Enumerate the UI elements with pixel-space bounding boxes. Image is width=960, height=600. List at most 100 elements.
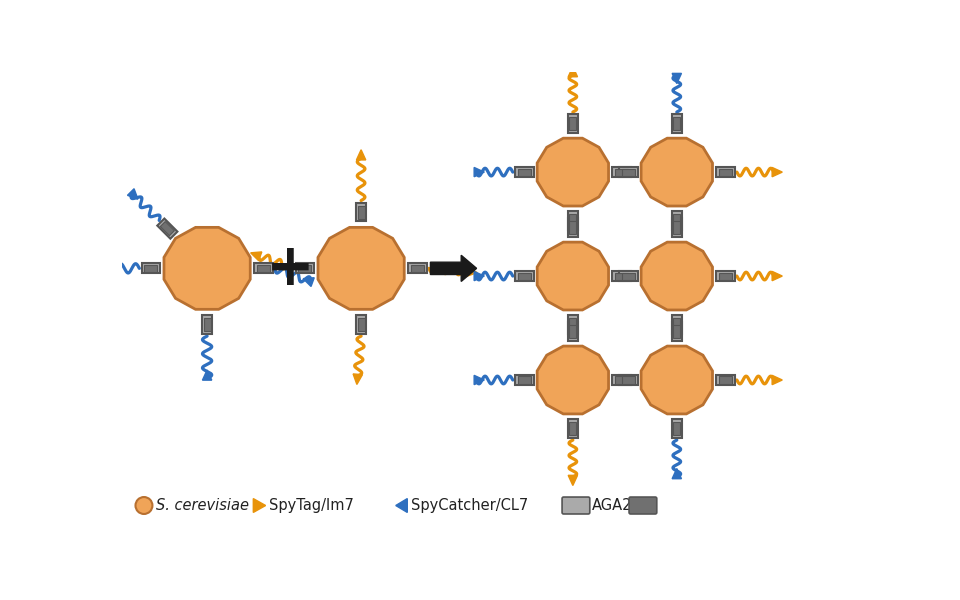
Polygon shape — [672, 419, 682, 438]
Polygon shape — [612, 167, 631, 177]
Polygon shape — [303, 278, 314, 286]
Polygon shape — [144, 265, 157, 272]
Polygon shape — [619, 271, 637, 281]
Polygon shape — [672, 218, 682, 237]
Polygon shape — [160, 221, 175, 236]
Polygon shape — [357, 206, 365, 218]
Polygon shape — [253, 499, 266, 512]
Polygon shape — [517, 169, 531, 176]
Polygon shape — [474, 167, 484, 177]
Polygon shape — [673, 214, 681, 227]
Polygon shape — [641, 242, 712, 310]
Polygon shape — [538, 138, 609, 206]
Polygon shape — [612, 375, 631, 385]
Polygon shape — [612, 271, 631, 281]
Text: SpyTag/Im7: SpyTag/Im7 — [269, 498, 353, 513]
Polygon shape — [568, 475, 578, 485]
Polygon shape — [411, 265, 423, 272]
Polygon shape — [203, 370, 212, 380]
Polygon shape — [204, 318, 210, 331]
Polygon shape — [672, 469, 682, 479]
Polygon shape — [719, 169, 732, 176]
Polygon shape — [569, 325, 576, 338]
Polygon shape — [673, 117, 681, 130]
Polygon shape — [474, 271, 484, 281]
Polygon shape — [719, 376, 732, 383]
Polygon shape — [353, 374, 362, 385]
Polygon shape — [568, 67, 578, 77]
Polygon shape — [772, 376, 782, 385]
Polygon shape — [672, 211, 682, 230]
Polygon shape — [672, 73, 682, 83]
Polygon shape — [569, 221, 576, 234]
Polygon shape — [356, 316, 366, 334]
Polygon shape — [672, 322, 682, 341]
Circle shape — [135, 497, 153, 514]
FancyArrow shape — [430, 255, 476, 281]
Polygon shape — [516, 167, 534, 177]
Polygon shape — [673, 325, 681, 338]
Polygon shape — [516, 375, 534, 385]
Polygon shape — [716, 271, 734, 281]
Polygon shape — [318, 227, 404, 310]
Text: +: + — [266, 240, 315, 297]
Polygon shape — [569, 318, 576, 331]
Polygon shape — [719, 272, 732, 280]
Polygon shape — [203, 316, 212, 334]
Polygon shape — [568, 115, 578, 133]
Polygon shape — [93, 263, 103, 273]
Polygon shape — [716, 375, 734, 385]
Polygon shape — [569, 117, 576, 130]
Polygon shape — [296, 263, 314, 274]
Polygon shape — [538, 346, 609, 414]
Polygon shape — [641, 346, 712, 414]
FancyBboxPatch shape — [629, 497, 657, 514]
FancyBboxPatch shape — [562, 497, 589, 514]
Polygon shape — [716, 167, 734, 177]
Polygon shape — [356, 150, 366, 160]
Polygon shape — [673, 318, 681, 331]
Polygon shape — [251, 252, 262, 260]
Polygon shape — [772, 167, 782, 177]
Polygon shape — [357, 318, 365, 331]
Polygon shape — [517, 272, 531, 280]
Polygon shape — [619, 167, 637, 177]
Polygon shape — [615, 169, 628, 176]
Polygon shape — [673, 221, 681, 234]
Polygon shape — [157, 218, 178, 239]
Polygon shape — [641, 138, 712, 206]
Polygon shape — [619, 375, 637, 385]
Polygon shape — [622, 376, 635, 383]
Polygon shape — [467, 267, 477, 277]
Polygon shape — [615, 376, 628, 383]
Polygon shape — [516, 271, 534, 281]
Polygon shape — [356, 203, 366, 221]
Polygon shape — [396, 499, 407, 512]
Polygon shape — [672, 115, 682, 133]
Polygon shape — [408, 263, 426, 274]
Polygon shape — [569, 214, 576, 227]
Polygon shape — [569, 422, 576, 435]
Text: AGA2: AGA2 — [592, 498, 633, 513]
Polygon shape — [474, 376, 484, 385]
Polygon shape — [299, 265, 311, 272]
Polygon shape — [254, 263, 273, 274]
Polygon shape — [164, 227, 251, 310]
Polygon shape — [568, 419, 578, 438]
Polygon shape — [538, 242, 609, 310]
Text: SpyCatcher/CL7: SpyCatcher/CL7 — [411, 498, 528, 513]
Polygon shape — [622, 272, 635, 280]
Polygon shape — [672, 316, 682, 334]
Polygon shape — [615, 272, 628, 280]
Polygon shape — [622, 169, 635, 176]
Polygon shape — [772, 271, 782, 281]
Polygon shape — [128, 189, 138, 199]
Polygon shape — [142, 263, 160, 274]
Polygon shape — [568, 211, 578, 230]
Polygon shape — [257, 265, 270, 272]
Text: S. cerevisiae: S. cerevisiae — [156, 498, 249, 513]
Polygon shape — [673, 422, 681, 435]
Polygon shape — [517, 376, 531, 383]
Polygon shape — [568, 218, 578, 237]
Polygon shape — [568, 316, 578, 334]
